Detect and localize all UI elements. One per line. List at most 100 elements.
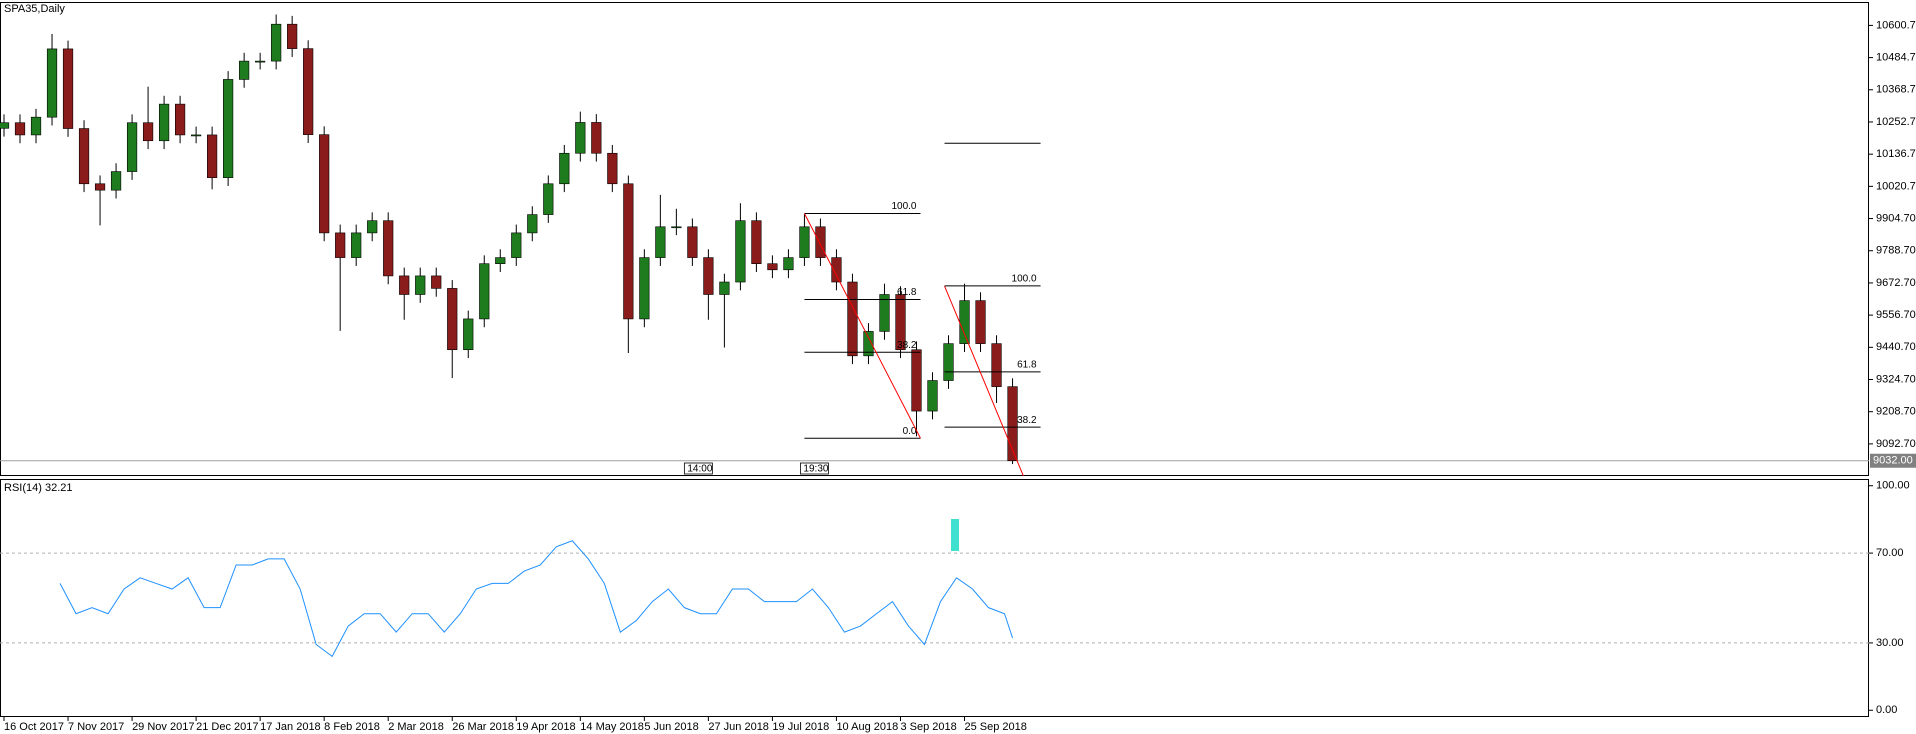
rsi-line xyxy=(59,540,1014,658)
x-tick-label: 14 May 2018 xyxy=(580,721,644,733)
axes: 10600.70 10484.70 10368.70 10252.70 10136.70… xyxy=(3,19,1916,733)
candle-body xyxy=(62,48,74,129)
time-marker-box xyxy=(800,462,829,475)
x-tick-label: 21 Dec 2017 xyxy=(196,721,258,733)
candle-body xyxy=(703,257,714,295)
candle-body xyxy=(623,183,634,320)
candle-body xyxy=(351,232,362,258)
candle-body xyxy=(591,122,602,154)
x-tick-label: 16 Oct 2017 xyxy=(4,721,64,733)
candle-body xyxy=(447,288,458,351)
candle-body xyxy=(735,220,746,283)
candle-body xyxy=(959,300,970,344)
candle-body xyxy=(78,128,90,185)
candle-body xyxy=(415,275,426,295)
y-tick-label: 9208.70 xyxy=(1876,406,1916,418)
rsi-panel xyxy=(0,479,1869,717)
x-tick-label: 2 Mar 2018 xyxy=(388,721,444,733)
candle-body xyxy=(575,122,586,154)
candle-body xyxy=(639,257,650,320)
candle-body xyxy=(335,232,346,258)
y-tick-label: 10600.70 xyxy=(1876,19,1916,31)
main-plot: 100.0 61.8 38.2 0.0 100.0 61.8 38.2 14:00 19:30 xyxy=(0,14,1869,476)
candle-body xyxy=(895,294,906,351)
y-tick-label: 9672.70 xyxy=(1876,277,1916,289)
candle-body xyxy=(847,281,858,357)
x-tick-label: 29 Nov 2017 xyxy=(132,721,194,733)
fib-label: 100.0 xyxy=(1012,274,1037,285)
candle-body xyxy=(927,380,938,412)
candle-body xyxy=(767,263,778,271)
candle-body xyxy=(271,23,282,62)
candle-body xyxy=(30,116,42,136)
candle-body xyxy=(94,183,106,191)
candle-body xyxy=(46,48,58,118)
candle-body xyxy=(431,275,442,289)
candle-body xyxy=(239,60,250,80)
candle-body xyxy=(943,343,954,381)
fib-label: 0.0 xyxy=(903,426,917,437)
candle-body xyxy=(303,48,314,135)
current-price-label: 9032.00 xyxy=(1873,455,1913,467)
candle-body xyxy=(831,257,842,283)
candle-body xyxy=(1007,386,1018,462)
candle-body xyxy=(255,60,266,63)
candle-body xyxy=(383,220,394,277)
x-tick-label: 3 Sep 2018 xyxy=(900,721,956,733)
y-tick-label: 9440.70 xyxy=(1876,341,1916,353)
y-tick-label: 30.00 xyxy=(1876,637,1904,649)
x-tick-label: 5 Jun 2018 xyxy=(644,721,698,733)
x-tick-label: 19 Jul 2018 xyxy=(772,721,829,733)
x-tick-label: 27 Jun 2018 xyxy=(708,721,769,733)
y-tick-label: 10020.70 xyxy=(1876,180,1916,192)
candle-body xyxy=(559,152,570,185)
candle-body xyxy=(463,318,474,351)
candle-body xyxy=(879,294,890,332)
rsi-title: RSI(14) 32.21 xyxy=(4,482,72,494)
candle-body xyxy=(399,275,410,295)
y-tick-label: 100.00 xyxy=(1876,480,1910,492)
main-panel xyxy=(0,2,1869,476)
candle-body xyxy=(607,152,618,185)
candle-body xyxy=(207,134,218,178)
candle-body xyxy=(0,122,10,129)
y-tick-label: 70.00 xyxy=(1876,547,1904,559)
candle-body xyxy=(223,79,234,178)
candle-body xyxy=(687,226,698,258)
candle-body xyxy=(479,263,490,320)
candle-body xyxy=(719,281,730,295)
y-tick-label: 10368.70 xyxy=(1876,84,1916,96)
x-tick-label: 25 Sep 2018 xyxy=(965,721,1027,733)
time-marker-box xyxy=(683,462,713,475)
time-marker-label: 19:30 xyxy=(803,464,828,475)
candle-body xyxy=(799,226,810,258)
rsi-plot xyxy=(0,540,1869,658)
candle-body xyxy=(911,349,922,412)
y-tick-label: 10252.70 xyxy=(1876,116,1916,128)
candle-body xyxy=(191,134,202,137)
x-tick-label: 10 Aug 2018 xyxy=(836,721,898,733)
y-tick-label: 0.00 xyxy=(1876,704,1897,716)
y-tick-label: 9324.70 xyxy=(1876,373,1916,385)
candle-body xyxy=(863,331,874,357)
candle-body xyxy=(158,103,170,142)
candle-body xyxy=(527,214,538,234)
candle-body xyxy=(975,300,986,344)
trendline xyxy=(803,213,921,439)
candle-body xyxy=(126,122,138,172)
candle-body xyxy=(367,220,378,234)
candle-body xyxy=(14,122,26,136)
candle-body xyxy=(495,257,506,264)
candle-body xyxy=(991,343,1002,387)
chart-title: SPA35,Daily xyxy=(4,3,65,15)
candle-body xyxy=(511,232,522,258)
x-tick-label: 19 Apr 2018 xyxy=(516,721,575,733)
trendline xyxy=(944,285,1024,476)
y-tick-label: 9092.70 xyxy=(1876,438,1916,450)
y-tick-label: 9904.70 xyxy=(1876,212,1916,224)
fib-label: 61.8 xyxy=(1017,360,1037,371)
candle-body xyxy=(751,220,762,264)
y-tick-label: 10484.70 xyxy=(1876,51,1916,63)
candle-body xyxy=(671,226,682,229)
